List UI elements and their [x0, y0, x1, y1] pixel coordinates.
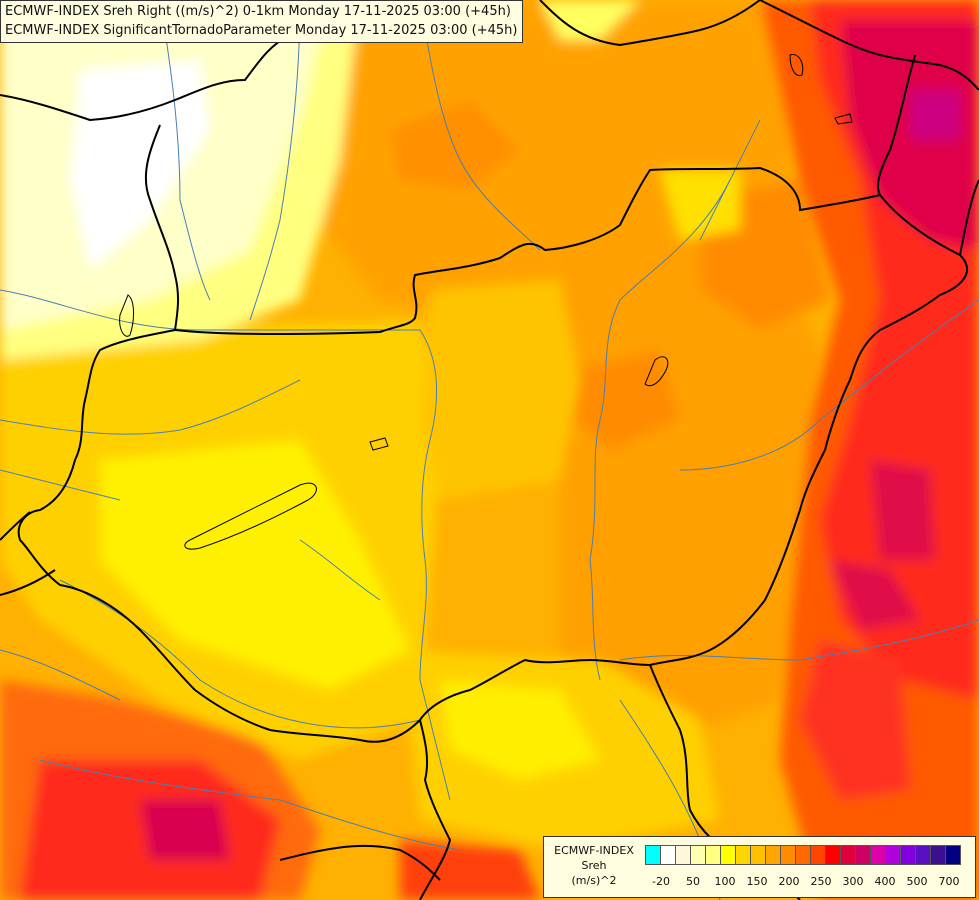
river-east-3	[619, 619, 979, 661]
legend-swatch	[945, 845, 961, 865]
field-dark-orange-north-blob	[390, 100, 520, 190]
field-crimson-sw	[140, 800, 230, 860]
river-vah	[249, 0, 301, 321]
river-sw-1	[0, 649, 121, 701]
legend: ECMWF-INDEX Sreh (m/s)^2 -20 50 100 150 200 2…	[543, 836, 976, 898]
river-west-raab	[0, 379, 301, 435]
legend-tick-label: 500	[906, 875, 928, 888]
legend-swatch	[810, 845, 826, 865]
legend-source: ECMWF-INDEX	[554, 844, 634, 857]
river-danube	[0, 289, 451, 801]
legend-swatch	[720, 845, 736, 865]
legend-tick-label: 300	[842, 875, 864, 888]
border-bosnia-serbia	[279, 844, 441, 881]
legend-tick-label: -20	[652, 875, 670, 888]
legend-swatch	[735, 845, 751, 865]
border-romania-moldova	[959, 179, 979, 256]
field-yellow-centre	[100, 440, 410, 690]
map-title-line-1: ECMWF-INDEX Sreh Right ((m/s)^2) 0-1km M…	[5, 4, 511, 19]
legend-swatch	[795, 845, 811, 865]
legend-swatch	[840, 845, 856, 865]
river-drava	[59, 579, 421, 729]
legend-tick-label: 50	[686, 875, 700, 888]
legend-swatch	[855, 845, 871, 865]
field-pale-north	[540, 0, 640, 40]
lake-balaton	[184, 482, 317, 550]
field-red-se-blob	[800, 640, 910, 800]
legend-tick-label: 250	[810, 875, 832, 888]
legend-swatch	[780, 845, 796, 865]
legend-swatch	[915, 845, 931, 865]
legend-swatch	[750, 845, 766, 865]
river-east-1	[699, 119, 761, 241]
field-crimson-ne	[840, 20, 979, 250]
field-yellow-south	[440, 680, 600, 780]
legend-label: ECMWF-INDEX Sreh (m/s)^2	[548, 843, 640, 888]
legend-swatch	[705, 845, 721, 865]
border-austria-czech	[144, 124, 179, 331]
legend-variable: Sreh	[581, 859, 607, 872]
legend-swatch	[765, 845, 781, 865]
legend-swatch	[675, 845, 691, 865]
legend-swatch	[870, 845, 886, 865]
river-balaton-outlet	[299, 539, 381, 601]
border-serbia-croatia	[419, 719, 452, 900]
lake-neusiedl	[119, 294, 134, 337]
lakes	[119, 53, 853, 550]
legend-tick-label: 700	[938, 875, 960, 888]
lake-ne-2	[834, 113, 853, 125]
legend-swatch	[900, 845, 916, 865]
legend-swatch	[825, 845, 841, 865]
legend-ticks: -20 50 100 150 200 250 300 400 500 700	[544, 875, 977, 891]
legend-tick-label: 150	[746, 875, 768, 888]
river-east-2	[679, 299, 979, 471]
field-crimson-east-2	[830, 560, 920, 630]
river-tisza	[589, 179, 731, 681]
river-north-1	[419, 0, 541, 251]
legend-swatches	[645, 845, 961, 865]
border-slovenia	[0, 511, 31, 541]
lake-ne	[789, 53, 804, 77]
legend-swatch	[645, 845, 661, 865]
legend-swatch	[930, 845, 946, 865]
field-gold-east-valley	[420, 280, 580, 500]
field-red-south	[400, 840, 540, 900]
legend-tick-label: 100	[714, 875, 736, 888]
legend-swatch	[690, 845, 706, 865]
field-dark-orange-centre	[570, 350, 680, 450]
border-slovakia-poland	[539, 0, 761, 47]
river-morava	[159, 0, 211, 301]
river-sava	[39, 759, 461, 851]
border-ukraine-romania	[877, 54, 916, 196]
map-title-box: ECMWF-INDEX Sreh Right ((m/s)^2) 0-1km M…	[0, 0, 524, 43]
border-croatia	[0, 569, 56, 596]
legend-tick-label: 400	[874, 875, 896, 888]
lake-small-tisza	[644, 356, 669, 387]
map-title-line-2: ECMWF-INDEX SignificantTornadoParameter …	[5, 23, 518, 38]
legend-swatch	[660, 845, 676, 865]
border-hungary	[17, 166, 969, 743]
border-ukraine-west	[759, 0, 979, 91]
legend-tick-label: 200	[778, 875, 800, 888]
field-crimson-east-1	[870, 460, 935, 560]
river-mur	[0, 469, 121, 501]
legend-swatch	[885, 845, 901, 865]
field-yellow-north-patch	[660, 170, 740, 240]
legend-unit: (m/s)^2	[571, 874, 617, 887]
field-magenta-ne	[910, 90, 960, 140]
lake-small-centre	[369, 437, 389, 451]
